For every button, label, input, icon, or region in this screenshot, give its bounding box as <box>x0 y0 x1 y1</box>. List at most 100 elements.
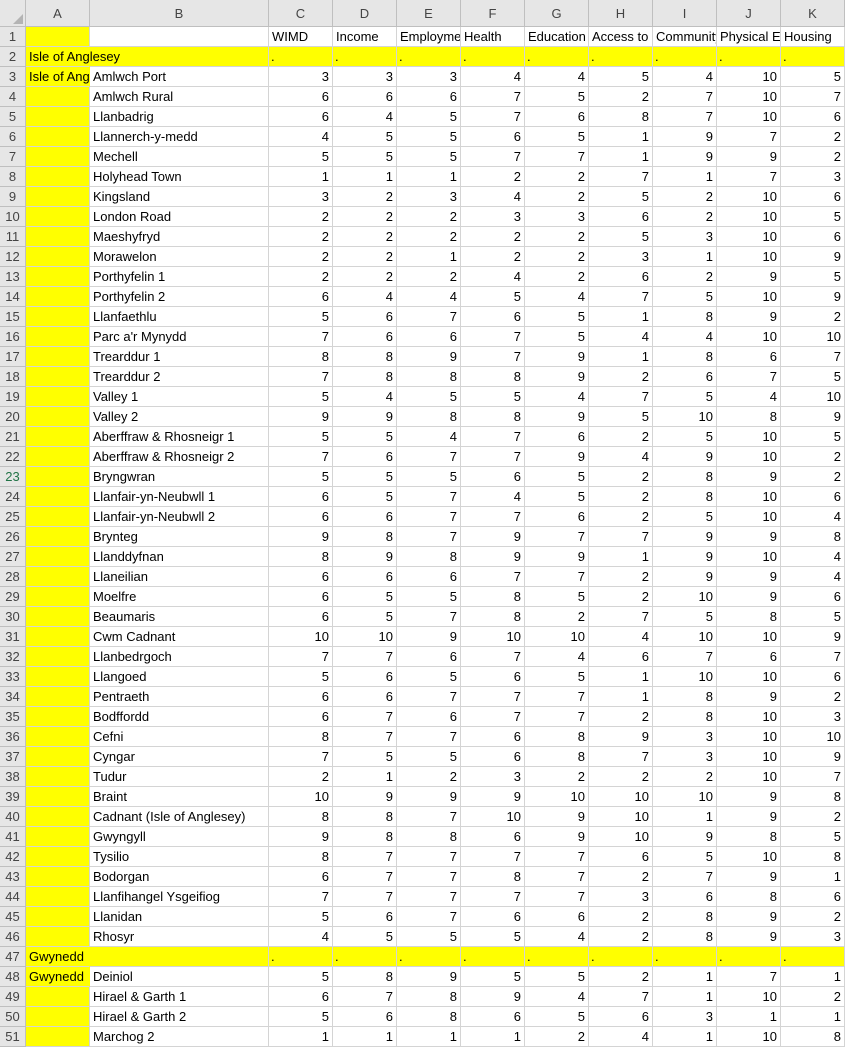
value-cell-d[interactable]: 7 <box>333 867 397 887</box>
value-cell-g[interactable]: 4 <box>525 927 589 947</box>
value-cell-g[interactable]: 6 <box>525 107 589 127</box>
value-cell-c[interactable]: 8 <box>269 347 333 367</box>
region-cell[interactable] <box>26 127 90 147</box>
value-cell-f[interactable]: 7 <box>461 647 525 667</box>
value-cell-f[interactable]: 7 <box>461 507 525 527</box>
value-cell-e[interactable]: 7 <box>397 887 461 907</box>
value-cell-j[interactable]: 10 <box>717 667 781 687</box>
value-cell-d[interactable]: 8 <box>333 527 397 547</box>
header-cell-e[interactable]: Employment <box>397 27 461 47</box>
value-cell-e[interactable]: 7 <box>397 507 461 527</box>
header-cell-d[interactable]: Income <box>333 27 397 47</box>
value-cell-k[interactable]: 9 <box>781 407 845 427</box>
value-cell-j[interactable]: 9 <box>717 867 781 887</box>
row-header-37[interactable]: 37 <box>0 747 26 767</box>
row-header-19[interactable]: 19 <box>0 387 26 407</box>
area-name-cell[interactable]: Valley 1 <box>90 387 269 407</box>
row-header-14[interactable]: 14 <box>0 287 26 307</box>
value-cell-i[interactable]: 1 <box>653 1027 717 1047</box>
value-cell-h[interactable]: 7 <box>589 387 653 407</box>
region-cell[interactable] <box>26 147 90 167</box>
value-cell-c[interactable]: 5 <box>269 427 333 447</box>
region-cell[interactable] <box>26 287 90 307</box>
value-cell-k[interactable]: 1 <box>781 867 845 887</box>
value-cell-f[interactable]: 7 <box>461 327 525 347</box>
area-name-cell[interactable]: Llanfair-yn-Neubwll 1 <box>90 487 269 507</box>
value-cell-c[interactable]: 4 <box>269 927 333 947</box>
value-cell-d[interactable]: 8 <box>333 807 397 827</box>
value-cell-c[interactable]: 6 <box>269 487 333 507</box>
row-header-29[interactable]: 29 <box>0 587 26 607</box>
value-cell-i[interactable]: 6 <box>653 367 717 387</box>
region-cell[interactable]: Isle of Anglesey <box>26 67 90 87</box>
value-cell-j[interactable]: 10 <box>717 107 781 127</box>
value-cell-c[interactable]: 2 <box>269 767 333 787</box>
value-cell-h[interactable]: 3 <box>589 887 653 907</box>
value-cell-h[interactable]: 1 <box>589 147 653 167</box>
value-cell-j[interactable]: 8 <box>717 827 781 847</box>
region-cell[interactable] <box>26 607 90 627</box>
value-cell-e[interactable]: 6 <box>397 567 461 587</box>
value-cell-e[interactable]: 8 <box>397 827 461 847</box>
value-cell-i[interactable]: 3 <box>653 227 717 247</box>
region-cell[interactable] <box>26 687 90 707</box>
value-cell-k[interactable]: 5 <box>781 207 845 227</box>
row-header-44[interactable]: 44 <box>0 887 26 907</box>
value-cell-g[interactable]: 4 <box>525 287 589 307</box>
row-header-12[interactable]: 12 <box>0 247 26 267</box>
value-cell-c[interactable]: 6 <box>269 687 333 707</box>
value-cell-j[interactable]: 9 <box>717 907 781 927</box>
region-cell[interactable] <box>26 707 90 727</box>
value-cell-i[interactable]: 1 <box>653 987 717 1007</box>
value-cell-h[interactable]: 1 <box>589 307 653 327</box>
area-name-cell[interactable]: Llanbadrig <box>90 107 269 127</box>
value-cell-j[interactable]: 6 <box>717 647 781 667</box>
area-name-cell[interactable]: Llanddyfnan <box>90 547 269 567</box>
value-cell-h[interactable]: 2 <box>589 707 653 727</box>
value-cell-d[interactable]: 6 <box>333 567 397 587</box>
region-cell[interactable] <box>26 367 90 387</box>
value-cell-d[interactable]: 4 <box>333 287 397 307</box>
value-cell-k[interactable]: 10 <box>781 727 845 747</box>
value-cell-f[interactable]: 3 <box>461 207 525 227</box>
value-cell-i[interactable]: 7 <box>653 107 717 127</box>
value-cell-c[interactable]: 6 <box>269 87 333 107</box>
value-cell-h[interactable]: 7 <box>589 287 653 307</box>
value-cell-g[interactable]: 2 <box>525 247 589 267</box>
value-cell-f[interactable]: 5 <box>461 287 525 307</box>
region-cell[interactable] <box>26 627 90 647</box>
value-cell-j[interactable]: 1 <box>717 1007 781 1027</box>
value-cell-j[interactable]: 7 <box>717 167 781 187</box>
value-cell-e[interactable]: 7 <box>397 527 461 547</box>
header-cell-f[interactable]: Health <box>461 27 525 47</box>
value-cell-g[interactable]: 5 <box>525 487 589 507</box>
value-cell-f[interactable]: 8 <box>461 407 525 427</box>
value-cell-f[interactable]: 9 <box>461 547 525 567</box>
value-cell-c[interactable]: 6 <box>269 567 333 587</box>
value-cell-d[interactable]: 5 <box>333 467 397 487</box>
area-name-cell[interactable]: Marchog 2 <box>90 1027 269 1047</box>
area-name-cell[interactable]: Porthyfelin 1 <box>90 267 269 287</box>
value-cell-i[interactable]: 2 <box>653 207 717 227</box>
value-cell-e[interactable]: 7 <box>397 807 461 827</box>
value-cell-i[interactable]: 4 <box>653 327 717 347</box>
value-cell-k[interactable]: 7 <box>781 87 845 107</box>
row-header-27[interactable]: 27 <box>0 547 26 567</box>
area-name-cell[interactable]: Hirael & Garth 2 <box>90 1007 269 1027</box>
value-cell-h[interactable]: 9 <box>589 727 653 747</box>
value-cell-j[interactable]: 9 <box>717 307 781 327</box>
area-name-cell[interactable]: Cefni <box>90 727 269 747</box>
row-header-46[interactable]: 46 <box>0 927 26 947</box>
value-cell-g[interactable]: 4 <box>525 67 589 87</box>
value-cell-c[interactable]: 8 <box>269 547 333 567</box>
value-cell-e[interactable]: 6 <box>397 647 461 667</box>
value-cell-k[interactable]: 9 <box>781 287 845 307</box>
value-cell-g[interactable]: 5 <box>525 87 589 107</box>
value-cell-f[interactable]: 4 <box>461 67 525 87</box>
row-header-41[interactable]: 41 <box>0 827 26 847</box>
value-cell-f[interactable]: 2 <box>461 227 525 247</box>
region-cell[interactable]: Gwynedd <box>26 967 90 987</box>
value-cell-c[interactable]: 9 <box>269 527 333 547</box>
value-cell-j[interactable]: 10 <box>717 207 781 227</box>
area-name-cell[interactable]: Moelfre <box>90 587 269 607</box>
